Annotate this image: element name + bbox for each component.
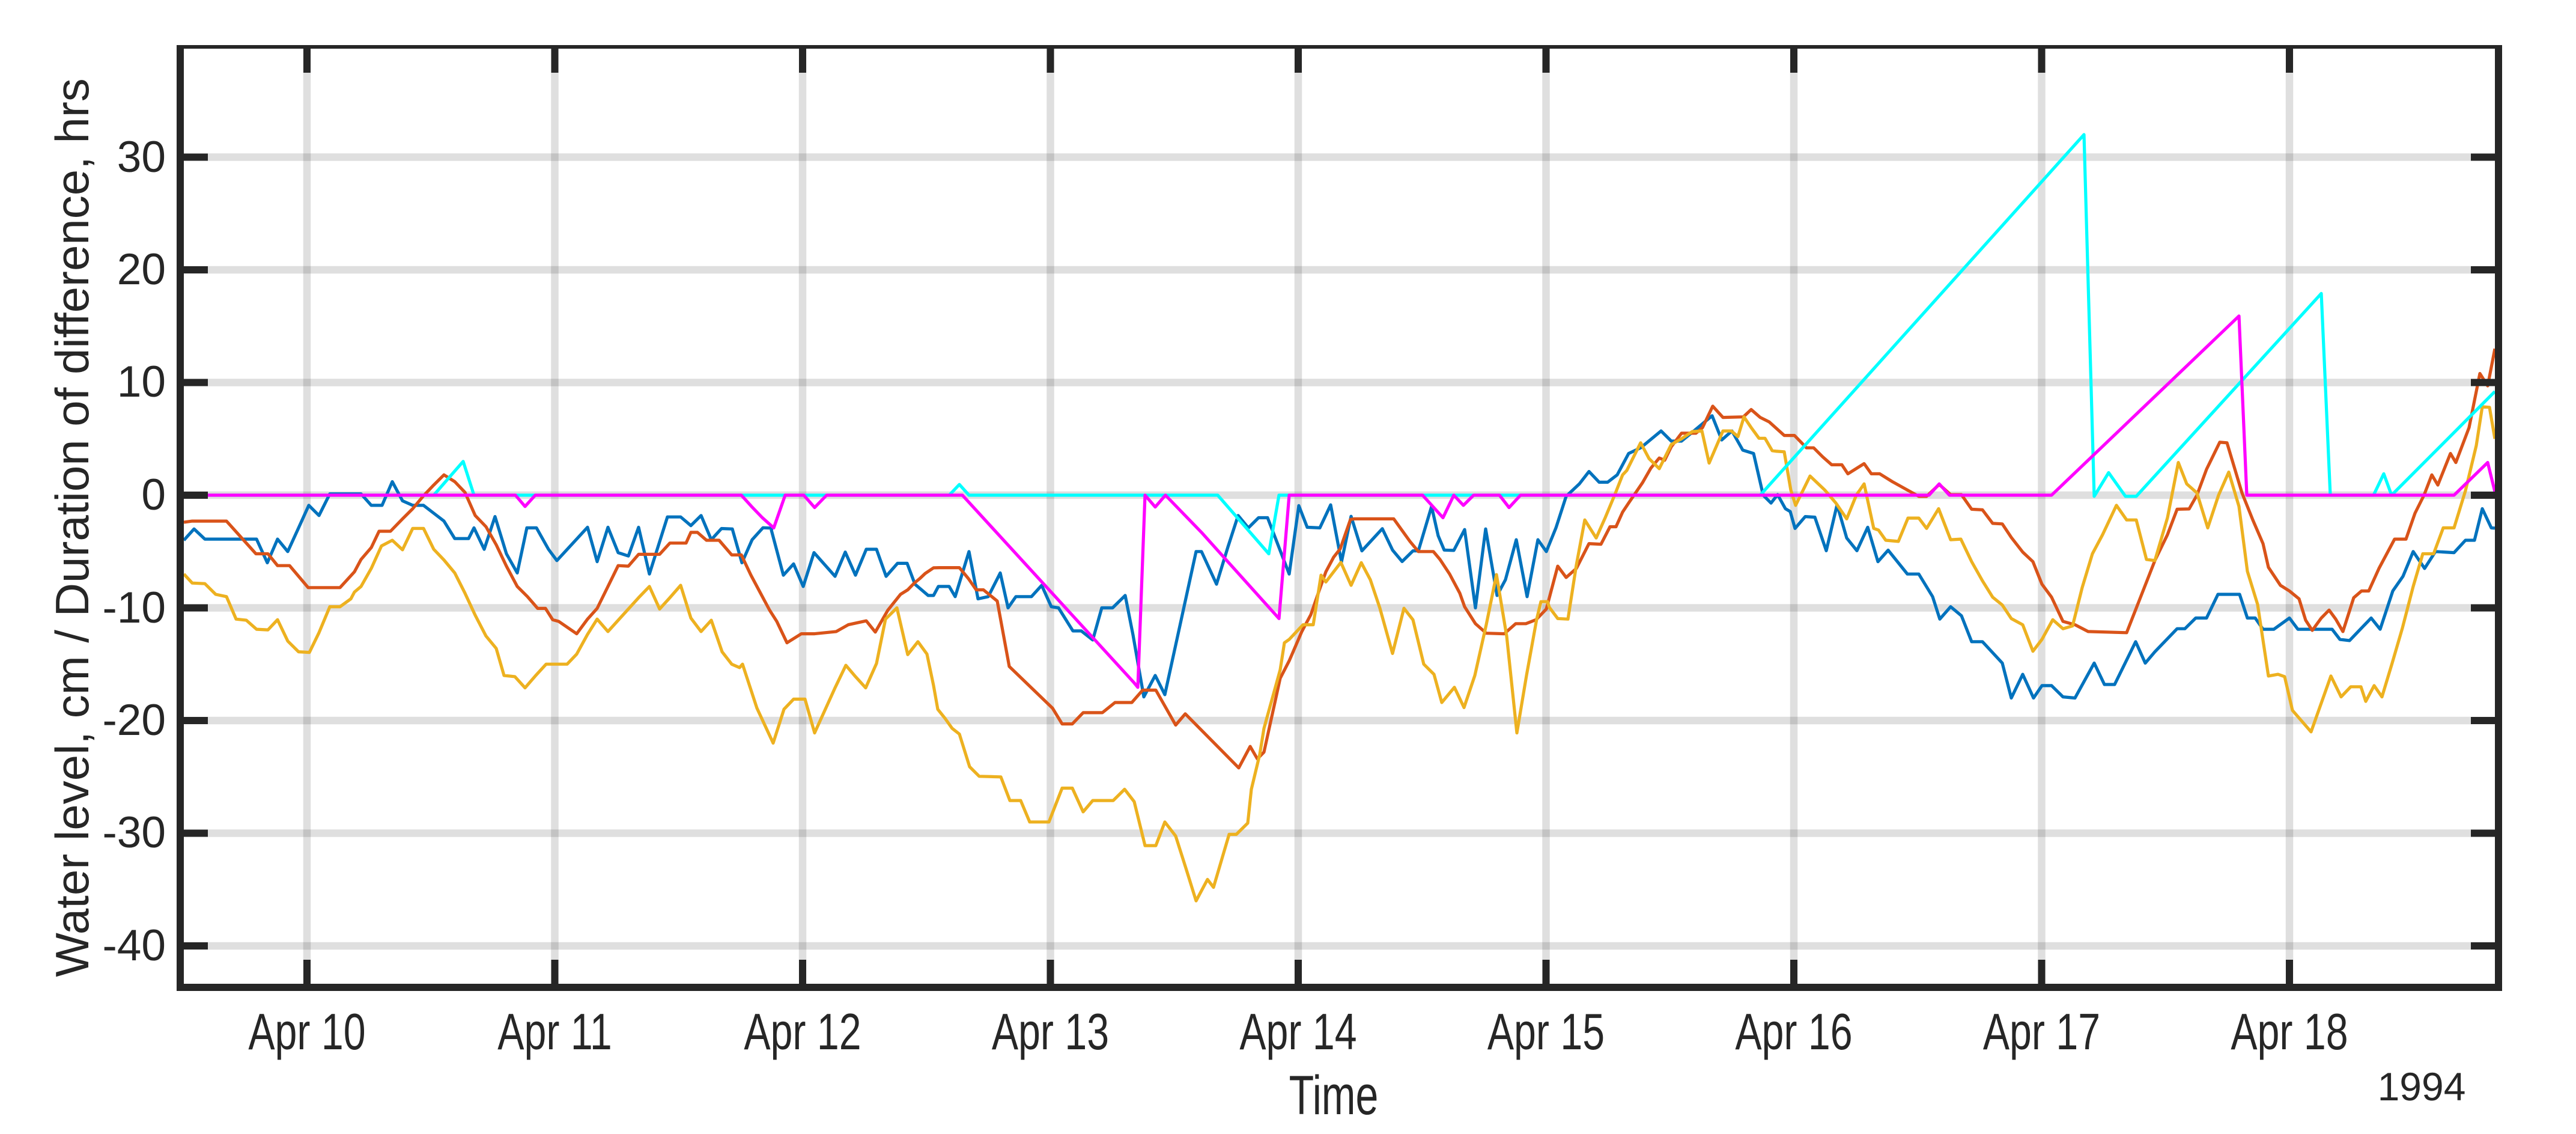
svg-text:Apr 18: Apr 18: [2231, 1004, 2348, 1061]
svg-text:0: 0: [141, 471, 166, 519]
svg-text:20: 20: [117, 245, 166, 294]
svg-text:Apr 15: Apr 15: [1487, 1004, 1605, 1061]
svg-text:Apr 10: Apr 10: [248, 1004, 365, 1061]
svg-text:Apr 17: Apr 17: [1983, 1004, 2100, 1061]
svg-text:-20: -20: [102, 696, 166, 745]
svg-text:Apr 11: Apr 11: [497, 1004, 612, 1061]
svg-text:Time: Time: [1289, 1065, 1379, 1126]
svg-text:10: 10: [117, 358, 166, 406]
svg-text:30: 30: [117, 133, 166, 181]
svg-text:Apr 16: Apr 16: [1735, 1004, 1852, 1061]
svg-text:Apr 13: Apr 13: [992, 1004, 1109, 1061]
svg-text:1994: 1994: [2378, 1064, 2466, 1109]
svg-text:-30: -30: [102, 808, 166, 857]
svg-text:-10: -10: [102, 584, 166, 632]
svg-text:Water level, cm / Duration of: Water level, cm / Duration of difference…: [46, 78, 99, 977]
svg-text:Apr 12: Apr 12: [744, 1004, 861, 1061]
svg-text:Apr 14: Apr 14: [1239, 1004, 1356, 1061]
svg-text:-40: -40: [102, 921, 166, 970]
